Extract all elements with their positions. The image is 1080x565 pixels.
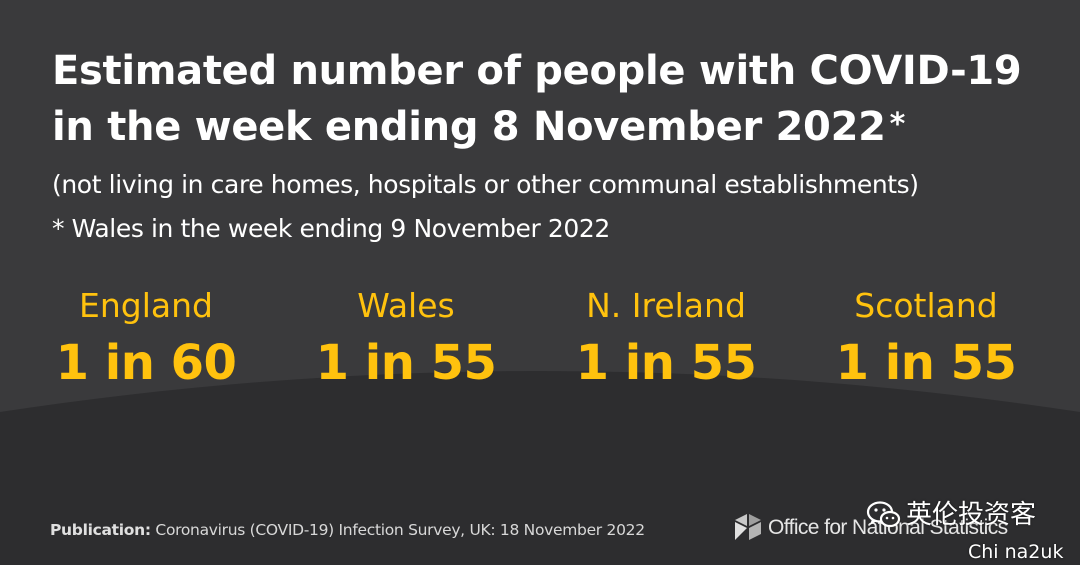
- page-title: Estimated number of people with COVID-19…: [52, 44, 1052, 154]
- title-asterisk: *: [889, 107, 906, 142]
- publication-text: Coronavirus (COVID-19) Infection Survey,…: [155, 521, 645, 539]
- publication-credit: Publication: Coronavirus (COVID-19) Infe…: [50, 519, 645, 541]
- stat-country: Scotland: [854, 286, 998, 325]
- title-line-2: in the week ending 8 November 2022: [52, 104, 886, 150]
- stat-scotland: Scotland 1 in 55: [806, 284, 1046, 394]
- stat-value: 1 in 55: [315, 335, 497, 391]
- stat-value: 1 in 60: [55, 335, 237, 391]
- stat-n-ireland: N. Ireland 1 in 55: [546, 284, 786, 394]
- watermark-id: Chi na2uk: [968, 541, 1064, 563]
- stat-country: England: [79, 286, 213, 325]
- title-line-1: Estimated number of people with COVID-19: [52, 48, 1022, 94]
- stat-value: 1 in 55: [835, 335, 1017, 391]
- wechat-icon: [866, 501, 901, 528]
- stat-country: N. Ireland: [586, 286, 746, 325]
- watermark-text: 英伦投资客: [906, 500, 1037, 530]
- stat-england: England 1 in 60: [26, 284, 266, 394]
- publication-label: Publication:: [50, 521, 151, 539]
- stat-country: Wales: [357, 286, 455, 325]
- stat-wales: Wales 1 in 55: [286, 284, 526, 394]
- footnote: * Wales in the week ending 9 November 20…: [52, 214, 610, 243]
- ons-organisation-name: Office for National Statistics: [768, 516, 1008, 539]
- stat-value: 1 in 55: [575, 335, 757, 391]
- ons-logo-icon: [735, 514, 761, 540]
- subtitle: (not living in care homes, hospitals or …: [52, 170, 919, 199]
